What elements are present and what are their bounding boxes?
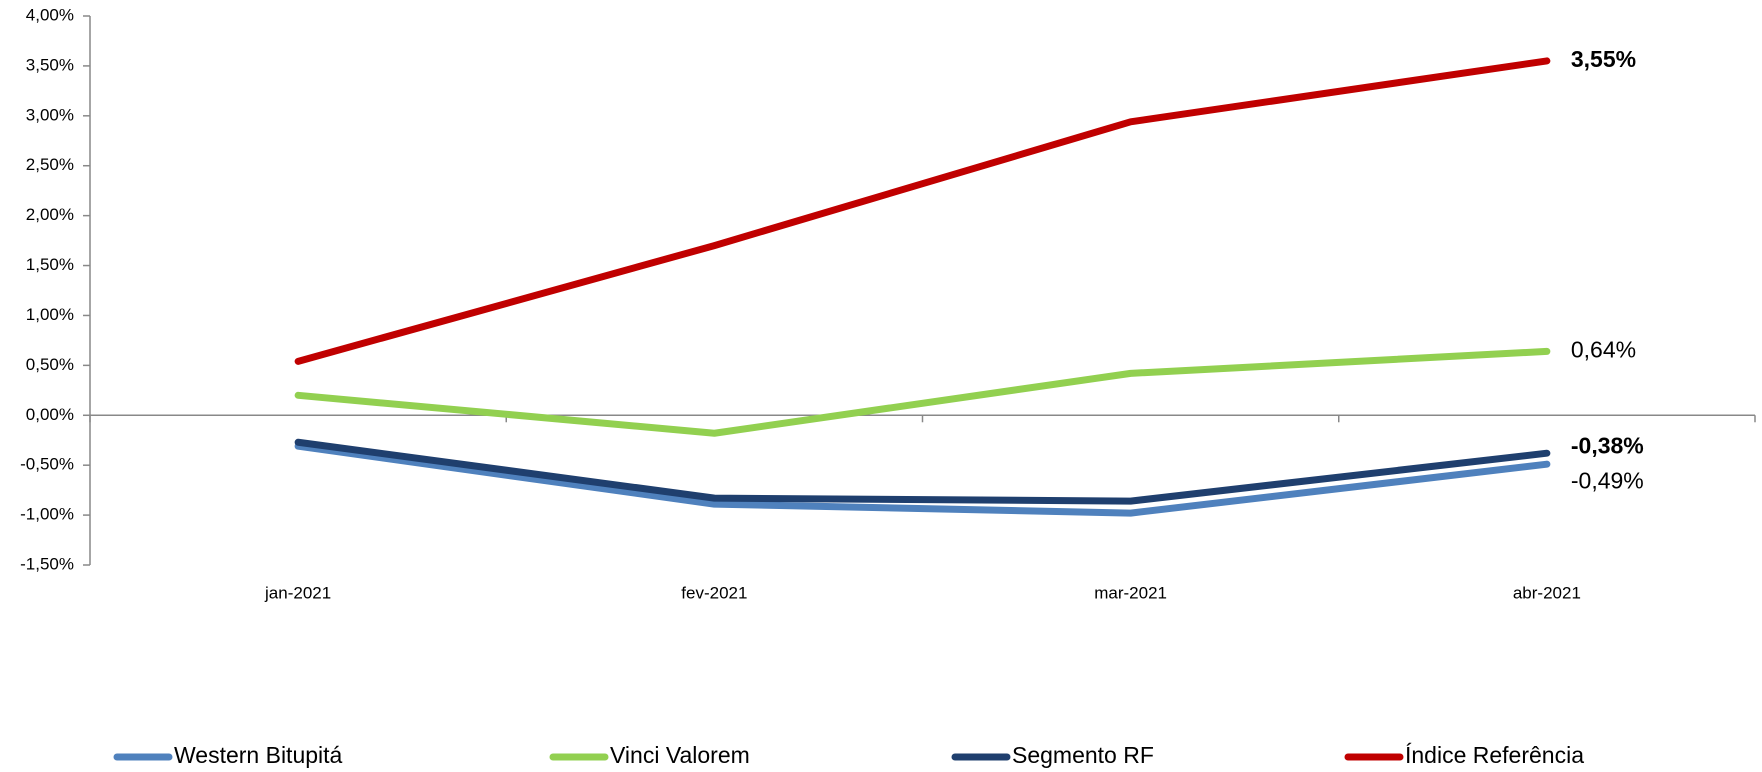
y-tick-label: -0,50% [20,455,74,474]
y-tick-label: 2,00% [26,205,74,224]
value-label: -0,38% [1571,432,1644,458]
y-tick-label: 1,00% [26,305,74,324]
y-tick-label: 3,00% [26,105,74,124]
x-tick-label: fev-2021 [681,583,747,602]
value-label: 3,55% [1571,46,1636,72]
x-tick-label: abr-2021 [1513,583,1581,602]
legend-label: Western Bitupitá [174,742,343,768]
legend-label: Segmento RF [1012,742,1154,768]
y-tick-label: 4,00% [26,5,74,24]
y-tick-label: -1,50% [20,554,74,573]
value-label: 0,64% [1571,336,1636,362]
series-line [294,438,1551,505]
legend-label: Vinci Valorem [610,742,750,768]
x-tick-label: mar-2021 [1094,583,1167,602]
series-line [294,57,1551,365]
x-tick-label: jan-2021 [264,583,331,602]
series-line [294,442,1551,517]
legend-label: Índice Referência [1405,742,1584,768]
value-label: -0,49% [1571,467,1644,493]
y-tick-label: 3,50% [26,55,74,74]
y-tick-label: 0,00% [26,405,74,424]
y-tick-label: 2,50% [26,155,74,174]
y-tick-label: 0,50% [26,355,74,374]
series-line [294,347,1551,437]
y-tick-label: 1,50% [26,255,74,274]
y-tick-label: -1,00% [20,505,74,524]
